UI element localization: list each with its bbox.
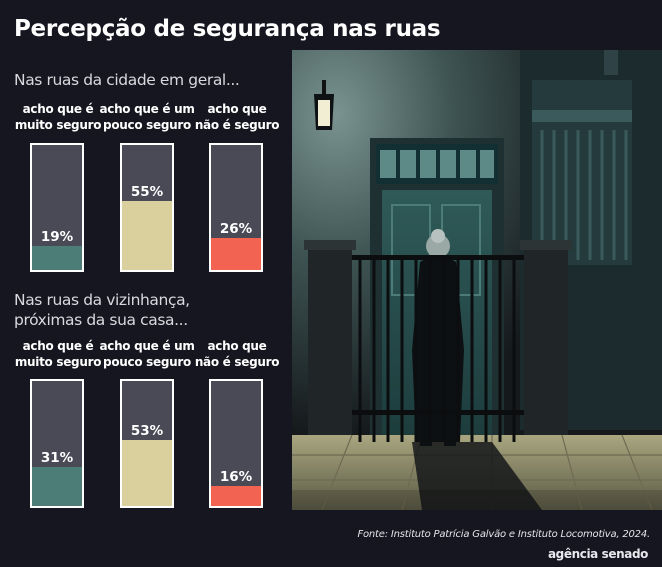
page-title: Percepção de segurança nas ruas [14, 16, 441, 42]
bar-box-cidade-muito-seguro: 19% [30, 143, 84, 272]
bar-cidade-nao-seguro [211, 237, 261, 270]
bar-cidade-pouco-seguro [122, 201, 172, 270]
source-note: Fonte: Instituto Patrícia Galvão e Insti… [357, 529, 650, 540]
category-label-line: pouco seguro [103, 355, 191, 369]
bar-value-cidade-muito-seguro: 19% [40, 229, 74, 246]
category-label-line: muito seguro [14, 355, 102, 369]
section-title-line: próximas da sua casa... [14, 311, 188, 329]
section-title-cidade: Nas ruas da cidade em geral... [14, 70, 240, 90]
category-label-pouco-seguro: acho que é um pouco seguro [97, 101, 197, 133]
night-scene-illustration [292, 50, 662, 510]
category-label-line: acho que é [22, 339, 94, 353]
category-label-line: acho que é um [99, 102, 195, 116]
category-label-line: muito seguro [14, 118, 102, 132]
category-label-line: acho que [207, 339, 267, 353]
category-label-nao-seguro: acho que não é seguro [187, 338, 287, 370]
bar-box-vizinhanca-muito-seguro: 31% [30, 379, 84, 508]
category-label-muito-seguro: acho que é muito seguro [8, 338, 108, 370]
bar-vizinhanca-nao-seguro [211, 486, 261, 506]
section-title-line: Nas ruas da cidade em geral... [14, 71, 240, 89]
category-label-nao-seguro: acho que não é seguro [187, 101, 287, 133]
section-title-vizinhanca: Nas ruas da vizinhança, próximas da sua … [14, 290, 190, 330]
bar-box-vizinhanca-nao-seguro: 16% [209, 379, 263, 508]
category-label-line: acho que é um [99, 339, 195, 353]
bar-value-vizinhanca-pouco-seguro: 53% [130, 422, 164, 439]
bar-value-cidade-pouco-seguro: 55% [130, 184, 164, 201]
category-label-muito-seguro: acho que é muito seguro [8, 101, 108, 133]
bar-box-vizinhanca-pouco-seguro: 53% [120, 379, 174, 508]
category-label-line: acho que [207, 102, 267, 116]
section-title-line: Nas ruas da vizinhança, [14, 291, 190, 309]
category-label-line: não é seguro [194, 118, 280, 132]
category-label-line: acho que é [22, 102, 94, 116]
category-label-line: não é seguro [194, 355, 280, 369]
bar-vizinhanca-muito-seguro [32, 467, 82, 506]
logo-text: agência senado [547, 547, 648, 561]
category-label-line: pouco seguro [103, 118, 191, 132]
agencia-senado-logo: agência senado [548, 547, 648, 561]
bar-value-cidade-nao-seguro: 26% [219, 220, 253, 237]
illustration-woman-at-gate [292, 50, 662, 510]
category-label-pouco-seguro: acho que é um pouco seguro [97, 338, 197, 370]
bar-value-vizinhanca-nao-seguro: 16% [219, 469, 253, 485]
bar-cidade-muito-seguro [32, 246, 82, 270]
bar-box-cidade-pouco-seguro: 55% [120, 143, 174, 272]
bar-box-cidade-nao-seguro: 26% [209, 143, 263, 272]
bar-vizinhanca-pouco-seguro [122, 439, 172, 506]
bar-value-vizinhanca-muito-seguro: 31% [40, 450, 74, 467]
